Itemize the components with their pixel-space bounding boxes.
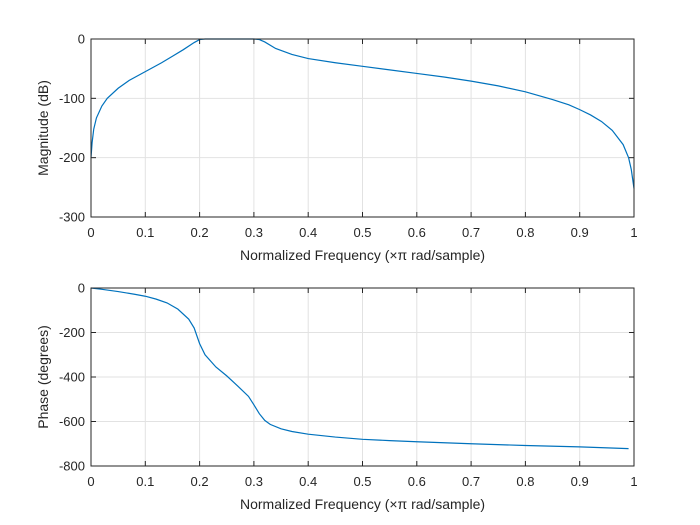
magnitude-x-tick-label: 0.3 — [245, 225, 263, 240]
phase-x-tick-label: 0 — [87, 474, 94, 489]
magnitude-response-line — [90, 38, 635, 189]
phase-y-tick-label: -400 — [59, 370, 85, 385]
phase-y-tick-label: -800 — [59, 459, 85, 474]
magnitude-y-tick-label: -100 — [59, 91, 85, 106]
phase-y-tick-label: 0 — [78, 281, 85, 296]
magnitude-y-tick-label: -300 — [59, 210, 85, 225]
magnitude-x-tick-label: 0.7 — [462, 225, 480, 240]
phase-x-tick-label: 0.9 — [571, 474, 589, 489]
magnitude-x-tick-label: 0.5 — [353, 225, 371, 240]
phase-y-tick-label: -200 — [59, 325, 85, 340]
magnitude-y-axis-label: Magnitude (dB) — [35, 80, 51, 176]
magnitude-y-tick-label: 0 — [78, 32, 85, 47]
magnitude-x-axis-label: Normalized Frequency (×π rad/sample) — [240, 247, 485, 263]
phase-x-tick-label: 0.2 — [191, 474, 209, 489]
phase-x-tick-label: 0.3 — [245, 474, 263, 489]
phase-x-tick-label: 0.5 — [353, 474, 371, 489]
phase-x-tick-label: 1 — [630, 474, 637, 489]
magnitude-x-tick-label: 0.9 — [571, 225, 589, 240]
magnitude-x-tick-label: 0.4 — [299, 225, 317, 240]
phase-x-tick-label: 0.7 — [462, 474, 480, 489]
phase-x-axis-label: Normalized Frequency (×π rad/sample) — [240, 496, 485, 512]
magnitude-y-tick-label: -200 — [59, 150, 85, 165]
magnitude-plot: 0 0.1 0.2 0.3 0.4 0.5 0.6 0.7 0.8 0.9 1 -300 -200 -10… — [35, 32, 638, 264]
phase-response-line — [90, 287, 629, 450]
magnitude-x-tick-label: 0.1 — [136, 225, 154, 240]
phase-x-tick-label: 0.8 — [516, 474, 534, 489]
phase-y-axis-label: Phase (degrees) — [35, 325, 51, 429]
phase-x-tick-label: 0.6 — [408, 474, 426, 489]
magnitude-x-tick-label: 1 — [630, 225, 637, 240]
phase-y-tick-label: -600 — [59, 414, 85, 429]
magnitude-x-tick-label: 0.8 — [516, 225, 534, 240]
magnitude-x-tick-label: 0.6 — [408, 225, 426, 240]
phase-x-tick-label: 0.4 — [299, 474, 317, 489]
phase-plot: 0 0.1 0.2 0.3 0.4 0.5 0.6 0.7 0.8 0.9 1 -800 -600 -40… — [35, 281, 638, 513]
phase-x-tick-label: 0.1 — [136, 474, 154, 489]
magnitude-x-tick-label: 0 — [87, 225, 94, 240]
magnitude-x-tick-label: 0.2 — [191, 225, 209, 240]
